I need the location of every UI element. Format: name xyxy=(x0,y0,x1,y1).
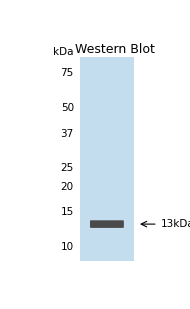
Text: kDa: kDa xyxy=(53,47,74,57)
Text: 25: 25 xyxy=(61,163,74,173)
Text: 50: 50 xyxy=(61,103,74,113)
Text: 10: 10 xyxy=(61,242,74,252)
Text: 75: 75 xyxy=(61,68,74,78)
FancyBboxPatch shape xyxy=(90,220,124,228)
Text: 15: 15 xyxy=(61,207,74,217)
Text: 13kDa: 13kDa xyxy=(161,219,190,229)
Text: Western Blot: Western Blot xyxy=(75,43,155,56)
Text: 20: 20 xyxy=(61,182,74,192)
Text: 37: 37 xyxy=(61,129,74,139)
FancyBboxPatch shape xyxy=(80,57,134,261)
